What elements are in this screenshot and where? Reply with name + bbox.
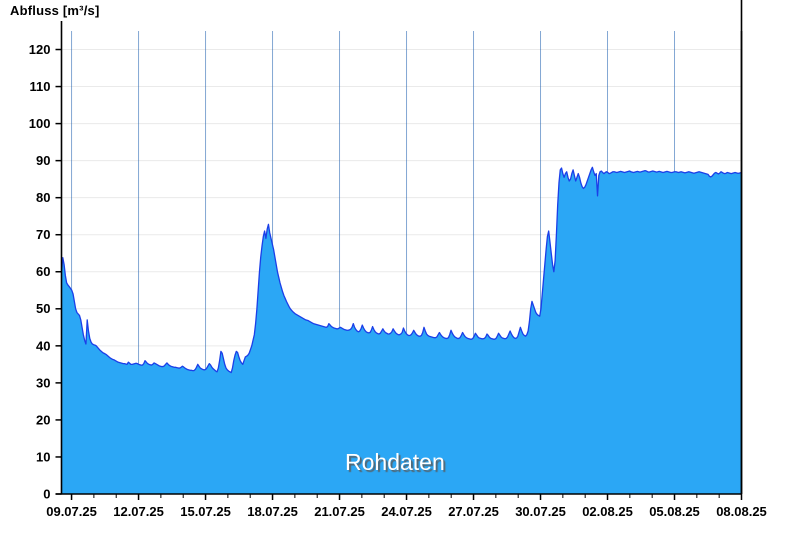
svg-text:40: 40 [36, 338, 50, 353]
svg-text:120: 120 [29, 42, 51, 57]
svg-text:50: 50 [36, 301, 50, 316]
y-axis-tick-labels: 0 10 20 30 40 50 60 70 80 90 100 110 120 [29, 42, 51, 501]
svg-text:60: 60 [36, 264, 50, 279]
svg-text:09.07.25: 09.07.25 [46, 504, 97, 519]
svg-text:0: 0 [43, 486, 50, 501]
svg-text:24.07.25: 24.07.25 [381, 504, 432, 519]
y-axis-title: Abfluss [m³/s] [10, 3, 100, 18]
discharge-area [61, 167, 742, 494]
svg-text:90: 90 [36, 153, 50, 168]
svg-text:08.08.25: 08.08.25 [716, 504, 767, 519]
svg-text:15.07.25: 15.07.25 [180, 504, 231, 519]
svg-text:100: 100 [29, 116, 51, 131]
svg-text:12.07.25: 12.07.25 [113, 504, 164, 519]
svg-text:30.07.25: 30.07.25 [515, 504, 566, 519]
discharge-line [60, 166, 742, 374]
major-tick-marks [55, 48, 743, 500]
x-axis-tick-labels: 09.07.25 12.07.25 15.07.25 18.07.25 21.07.25… [46, 504, 767, 519]
svg-text:30: 30 [36, 375, 50, 390]
svg-text:18.07.25: 18.07.25 [247, 504, 298, 519]
svg-text:21.07.25: 21.07.25 [314, 504, 365, 519]
svg-text:02.08.25: 02.08.25 [582, 504, 633, 519]
svg-text:10: 10 [36, 449, 50, 464]
svg-text:20: 20 [36, 412, 50, 427]
svg-text:05.08.25: 05.08.25 [649, 504, 700, 519]
svg-text:70: 70 [36, 227, 50, 242]
svg-text:110: 110 [30, 79, 51, 94]
svg-text:27.07.25: 27.07.25 [448, 504, 499, 519]
svg-text:80: 80 [36, 190, 50, 205]
